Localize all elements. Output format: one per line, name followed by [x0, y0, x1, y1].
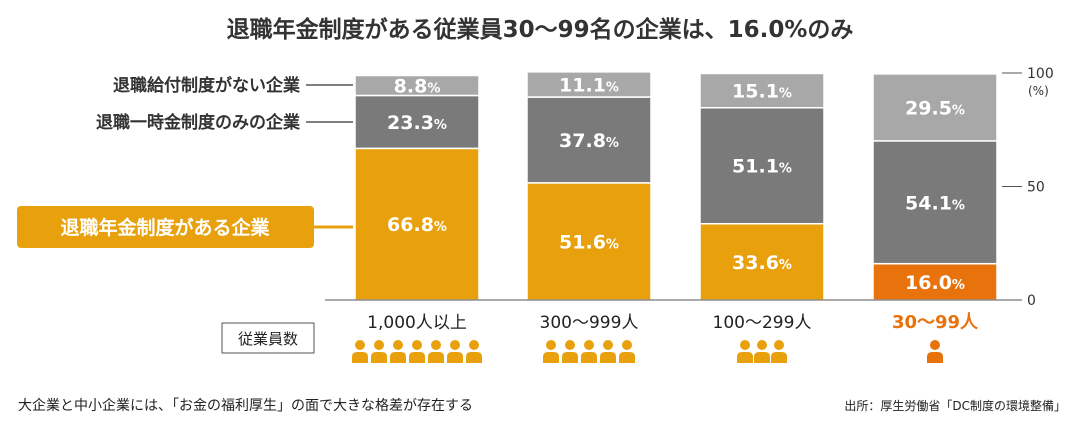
person-icon	[447, 340, 463, 363]
person-icon	[771, 340, 787, 363]
person-icon	[754, 340, 770, 363]
person-icon	[428, 340, 444, 363]
data-label-none-1: 11.1%	[559, 74, 619, 96]
footnote: 大企業と中小企業には、「お金の福利厚生」の面で大きな格差が存在する	[18, 397, 473, 414]
category-label-1: 300～999人	[540, 313, 639, 333]
employee-label-box	[221, 322, 315, 354]
person-icon	[562, 340, 578, 363]
data-label-none-0: 8.8%	[394, 75, 441, 97]
category-label-2: 100～299人	[713, 313, 812, 333]
employee-label: 従業員数	[238, 330, 298, 348]
data-label-none-3: 29.5%	[905, 97, 965, 119]
legend: 退職給付制度がない企業 退職一時金制度のみの企業 退職年金制度がある企業	[17, 75, 353, 248]
person-icon	[409, 340, 425, 363]
data-label-lump-sum-2: 51.1%	[732, 156, 792, 178]
bar-lump-sum-3	[872, 140, 998, 265]
bar-none-0	[354, 74, 480, 97]
person-icon	[352, 340, 368, 363]
category-label-3: 30～99人	[892, 312, 979, 333]
person-icon	[600, 340, 616, 363]
bar-none-2	[699, 72, 825, 109]
data-label-lump-sum-3: 54.1%	[905, 192, 965, 214]
source: 出所：厚生労働省「DC制度の環境整備」	[844, 398, 1066, 413]
category-label-0: 1,000人以上	[367, 313, 467, 333]
person-icon	[390, 340, 406, 363]
bar-annuity-0	[354, 147, 480, 301]
bar-none-1	[526, 71, 652, 98]
data-label-lump-sum-1: 37.8%	[559, 130, 619, 152]
y-tick-label-100: 100	[1027, 66, 1054, 82]
legend-none: 退職給付制度がない企業	[113, 75, 300, 96]
data-label-annuity-3: 16.0%	[905, 272, 965, 294]
y-tick-label-50: 50	[1027, 180, 1045, 196]
data-label-none-2: 15.1%	[732, 81, 792, 103]
person-icon	[737, 340, 753, 363]
employee-icons	[352, 340, 943, 363]
legend-annuity-box	[17, 206, 314, 248]
legend-annuity: 退職年金制度がある企業	[60, 216, 270, 239]
person-icon	[371, 340, 387, 363]
data-label-annuity-2: 33.6%	[732, 252, 792, 274]
person-icon	[581, 340, 597, 363]
bar-none-3	[872, 73, 998, 142]
person-icon	[466, 340, 482, 363]
bar-lump-sum-2	[699, 106, 825, 225]
person-icon	[543, 340, 559, 363]
x-axis: 1,000人以上 300～999人 100～299人 30～99人	[367, 312, 979, 333]
data-label-annuity-0: 66.8%	[387, 214, 447, 236]
bars: 66.8% 23.3% 8.8% 51.6% 37.8% 11.1% 33.6% 51.1% 1…	[325, 71, 1002, 301]
chart-title: 退職年金制度がある従業員30～99名の企業は、16.0%のみ	[227, 16, 854, 43]
data-label-lump-sum-0: 23.3%	[387, 112, 447, 134]
legend-lump-sum: 退職一時金制度のみの企業	[96, 112, 300, 133]
bar-annuity-3	[872, 262, 998, 301]
bar-annuity-2	[699, 222, 825, 301]
bar-lump-sum-0	[354, 94, 480, 150]
y-axis: 100 50 0 (%)	[1002, 66, 1054, 309]
data-label-annuity-1: 51.6%	[559, 231, 619, 253]
person-icon	[619, 340, 635, 363]
person-icon	[927, 340, 943, 363]
y-tick-label-0: 0	[1027, 293, 1036, 309]
y-unit: (%)	[1028, 84, 1049, 98]
